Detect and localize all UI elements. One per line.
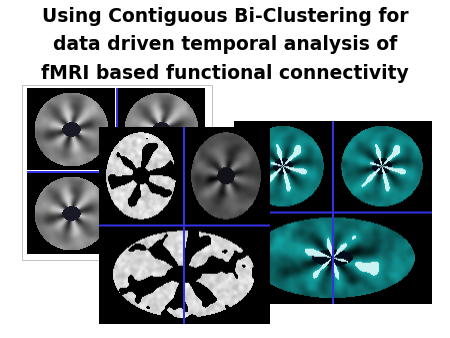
Text: data driven temporal analysis of: data driven temporal analysis of: [53, 35, 397, 54]
Text: Using Contiguous Bi-Clustering for: Using Contiguous Bi-Clustering for: [42, 7, 408, 26]
Text: fMRI based functional connectivity: fMRI based functional connectivity: [41, 64, 409, 83]
FancyBboxPatch shape: [22, 84, 212, 260]
